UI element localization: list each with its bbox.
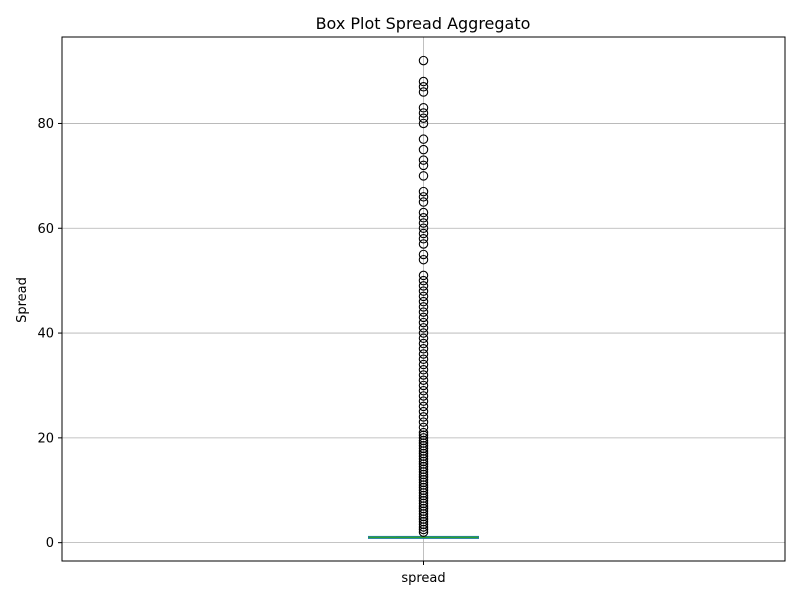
- outlier-point: [418, 197, 429, 207]
- outlier-point: [418, 160, 429, 171]
- outlier-point: [418, 396, 429, 406]
- outlier-point: [418, 354, 429, 365]
- outlier-point: [418, 296, 429, 307]
- outlier-point: [418, 333, 429, 344]
- outlier-point: [418, 134, 429, 144]
- outlier-point: [418, 291, 429, 302]
- y-tick-label: 80: [37, 117, 54, 132]
- outlier-point: [418, 323, 429, 333]
- outlier-point: [418, 87, 429, 97]
- outlier-point: [418, 186, 429, 197]
- y-tick-label: 20: [37, 431, 54, 446]
- outlier-point: [418, 312, 429, 323]
- outlier-point: [418, 359, 429, 370]
- outlier-point: [418, 207, 429, 218]
- outlier-point: [418, 281, 429, 291]
- y-tick-label: 60: [37, 222, 54, 237]
- chart-title: Box Plot Spread Aggregato: [316, 14, 531, 33]
- outlier-point: [418, 108, 429, 118]
- outlier-point: [418, 213, 429, 223]
- outlier-point: [418, 144, 429, 155]
- outlier-point: [418, 422, 429, 433]
- outlier-point: [418, 218, 429, 228]
- outlier-point: [418, 417, 429, 427]
- outlier-point: [418, 254, 429, 265]
- outlier-point: [418, 338, 429, 349]
- outlier-point: [418, 286, 429, 296]
- outlier-point: [418, 76, 429, 87]
- outlier-point: [418, 401, 429, 412]
- outlier-point: [418, 364, 429, 375]
- outlier-point: [418, 344, 429, 354]
- outlier-point: [418, 233, 429, 244]
- outlier-point: [418, 223, 429, 234]
- y-axis-label: Spread: [15, 277, 30, 323]
- outlier-point: [418, 302, 429, 312]
- outlier-point: [418, 385, 429, 396]
- outlier-point: [418, 406, 429, 417]
- outlier-point: [418, 118, 429, 129]
- x-tick-label: spread: [401, 571, 445, 586]
- outlier-point: [418, 391, 429, 401]
- outlier-point: [418, 317, 429, 328]
- outlier-point: [418, 171, 429, 181]
- outlier-point: [418, 427, 429, 438]
- outlier-point: [418, 375, 429, 385]
- outlier-point: [418, 380, 429, 391]
- outlier-point: [418, 192, 429, 202]
- axes-layer: 0 20 40 60 80 spread: [37, 36, 786, 586]
- outlier-point: [418, 307, 429, 317]
- y-tick-label: 0: [46, 536, 54, 551]
- outlier-point: [418, 239, 429, 249]
- outlier-point: [418, 412, 429, 422]
- outlier-point: [418, 102, 429, 113]
- outlier-point: [418, 228, 429, 239]
- marks-layer: [368, 55, 479, 539]
- outlier-point: [418, 249, 429, 260]
- outlier-point: [418, 55, 429, 66]
- outlier-point: [418, 349, 429, 359]
- outlier-point: [418, 270, 429, 281]
- outlier-point: [418, 370, 429, 380]
- y-tick-label: 40: [37, 327, 54, 342]
- grid-layer: [62, 37, 785, 561]
- outlier-point: [418, 113, 429, 123]
- outlier-point: [418, 155, 429, 165]
- outlier-point: [418, 328, 429, 338]
- outlier-point: [418, 82, 429, 92]
- outlier-point: [418, 433, 429, 443]
- outlier-point: [418, 275, 429, 286]
